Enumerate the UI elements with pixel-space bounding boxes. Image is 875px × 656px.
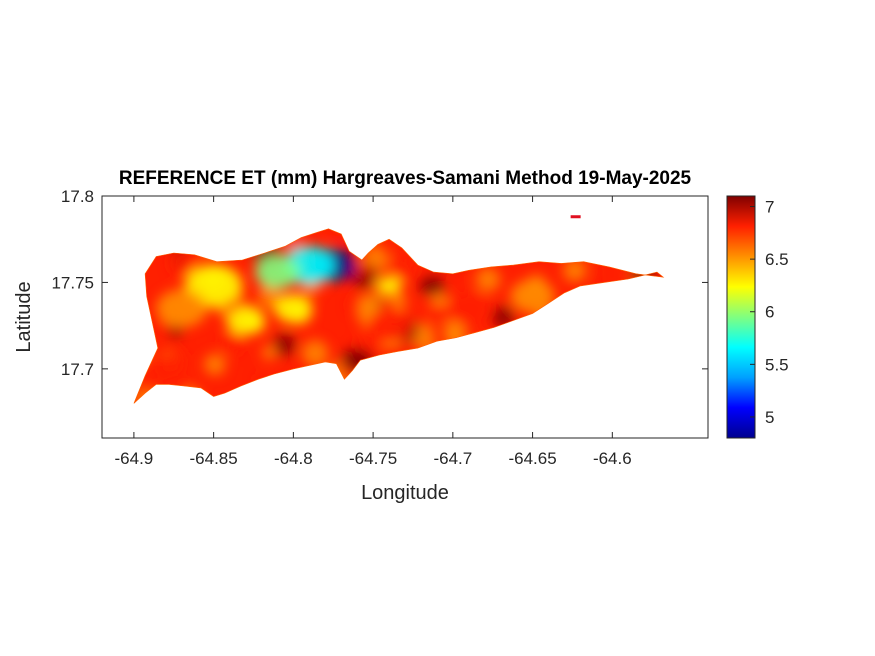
heat-cell (158, 321, 172, 335)
y-axis-label: Latitude (13, 281, 35, 352)
colorbar-tick-label: 5 (765, 408, 774, 427)
islet (570, 215, 581, 219)
y-tick-label: 17.8 (61, 187, 94, 206)
x-axis: -64.9 -64.85 -64.8 -64.75 -64.7 -64.65 -64.6 (115, 196, 632, 468)
colorbar-tick-label: 5.5 (765, 355, 789, 374)
heat-cell (450, 271, 465, 285)
colorbar-tick-label: 6 (765, 303, 774, 322)
y-tick-label: 17.7 (61, 360, 94, 379)
heat-cell (217, 304, 230, 317)
heat-cell (358, 292, 383, 318)
map-axes: -64.9 -64.85 -64.8 -64.75 -64.7 -64.65 -64.6 1… (51, 187, 709, 468)
x-tick-label: -64.8 (274, 449, 313, 468)
heat-hotspot (149, 356, 182, 381)
colorbar-ticks: 5 5.5 6 6.5 7 (750, 198, 789, 427)
heat-hotspot (274, 294, 313, 323)
heat-cell (429, 304, 447, 323)
y-tick-label: 17.75 (51, 273, 94, 292)
x-tick-label: -64.75 (349, 449, 397, 468)
x-axis-label: Longitude (361, 482, 449, 504)
heat-cell (273, 332, 297, 357)
heat-cell (169, 249, 197, 277)
heat-hotspot (226, 306, 265, 335)
heat-cell (355, 261, 369, 276)
heat-cell (301, 339, 329, 367)
x-tick-label: -64.85 (190, 449, 238, 468)
heat-hotspot (255, 255, 300, 289)
heat-cell (475, 267, 501, 292)
heat-cell (262, 345, 277, 360)
y-axis: 17.7 17.75 17.8 (51, 187, 708, 379)
heat-cell (391, 294, 408, 311)
heat-cell (220, 330, 245, 355)
colorbar-tick-label: 6.5 (765, 250, 789, 269)
heat-hotspot (366, 308, 412, 343)
heat-hotspot (510, 279, 555, 314)
colorbar: 5 5.5 6 6.5 7 (726, 195, 789, 439)
heat-cell (562, 258, 587, 283)
x-tick-label: -64.6 (593, 449, 632, 468)
chart-title: REFERENCE ET (mm) Hargreaves-Samani Meth… (119, 168, 692, 189)
heat-cell (204, 353, 226, 376)
colorbar-gradient (726, 195, 756, 439)
heat-cell (257, 284, 282, 309)
x-tick-label: -64.7 (433, 449, 472, 468)
heat-hotspot (446, 291, 492, 326)
heat-hotspot (419, 276, 445, 296)
heat-hotspot (376, 276, 402, 296)
heat-hotspot (156, 289, 208, 328)
colorbar-tick-label: 7 (765, 198, 774, 217)
island-outline (133, 228, 665, 404)
x-tick-label: -64.9 (115, 449, 154, 468)
x-tick-label: -64.65 (508, 449, 556, 468)
